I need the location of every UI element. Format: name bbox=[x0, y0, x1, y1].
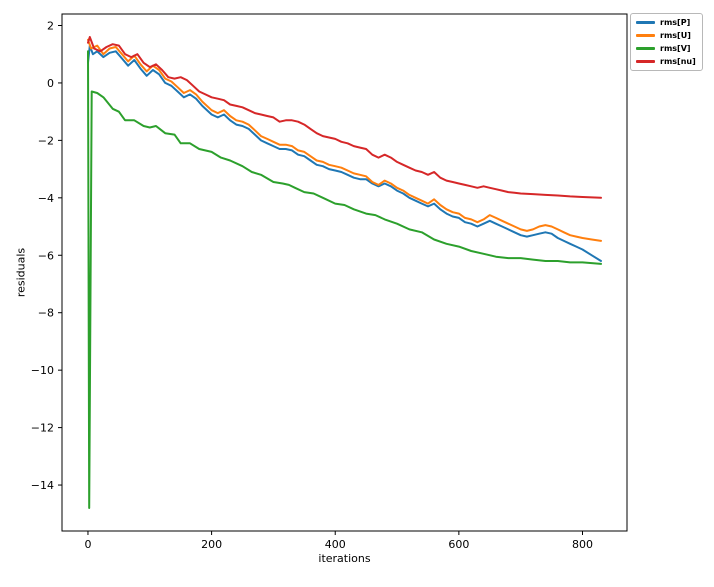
plot-border bbox=[61, 13, 628, 532]
y-tick-label: −2 bbox=[38, 134, 54, 147]
y-tick-label: −12 bbox=[31, 422, 54, 435]
y-tick-label: −14 bbox=[31, 479, 54, 492]
legend-label: rms[U] bbox=[660, 31, 691, 40]
legend: rms[P] rms[U] rms[V] rms[nu] bbox=[630, 13, 703, 71]
x-axis-label: iterations bbox=[318, 552, 371, 565]
legend-item: rms[V] bbox=[636, 44, 696, 53]
series-line-rms[U] bbox=[87, 38, 602, 242]
legend-line-swatch bbox=[636, 47, 655, 50]
legend-line-swatch bbox=[636, 60, 655, 63]
y-axis-label: residuals bbox=[14, 247, 28, 298]
legend-line-swatch bbox=[636, 21, 655, 24]
series-line-rms[P] bbox=[87, 44, 602, 262]
y-tick-label: 2 bbox=[47, 19, 54, 32]
y-tick-label: −6 bbox=[38, 249, 54, 262]
legend-item: rms[nu] bbox=[636, 57, 696, 66]
legend-item: rms[U] bbox=[636, 31, 696, 40]
x-tick-label: 800 bbox=[572, 538, 593, 551]
y-tick-label: −10 bbox=[31, 364, 54, 377]
legend-item: rms[P] bbox=[636, 18, 696, 27]
legend-label: rms[nu] bbox=[660, 57, 696, 66]
legend-label: rms[V] bbox=[660, 44, 691, 53]
x-tick-label: 400 bbox=[325, 538, 346, 551]
y-tick-label: 0 bbox=[47, 77, 54, 90]
y-tick-label: −8 bbox=[38, 307, 54, 320]
x-tick-label: 200 bbox=[201, 538, 222, 551]
series-line-rms[V] bbox=[87, 50, 602, 509]
legend-label: rms[P] bbox=[660, 18, 691, 27]
x-tick-label: 600 bbox=[448, 538, 469, 551]
x-tick-label: 0 bbox=[84, 538, 91, 551]
legend-line-swatch bbox=[636, 34, 655, 37]
y-tick-label: −4 bbox=[38, 192, 54, 205]
series-line-rms[nu] bbox=[87, 36, 602, 199]
